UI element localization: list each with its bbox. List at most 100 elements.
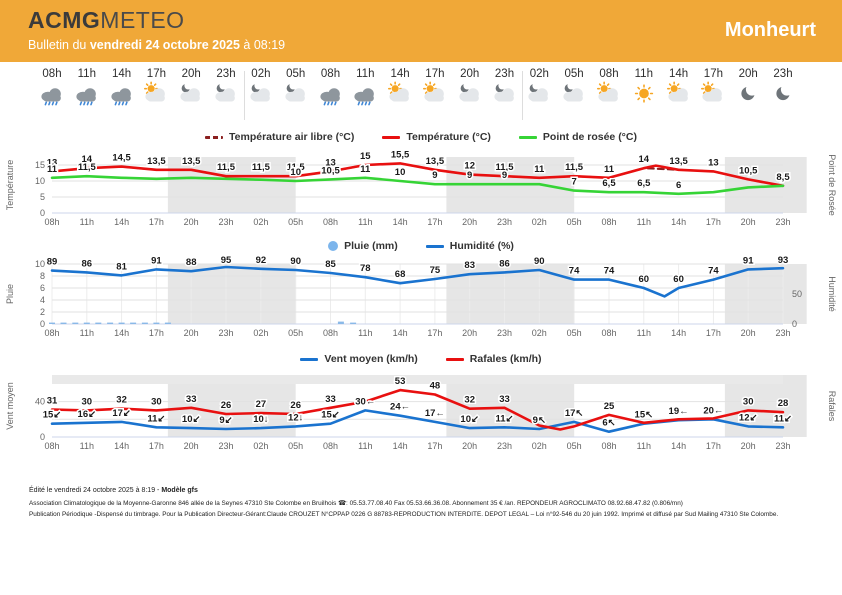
x-axis-tick: 02h bbox=[253, 217, 268, 227]
timeline-hour: 08h bbox=[599, 68, 619, 80]
legend-label: Pluie (mm) bbox=[344, 240, 398, 252]
x-axis-tick: 05h bbox=[567, 217, 582, 227]
data-label: 74 bbox=[569, 266, 580, 277]
data-label: 60 bbox=[673, 274, 684, 285]
legend-label: Humidité (%) bbox=[449, 240, 514, 252]
rain-bar bbox=[107, 322, 114, 324]
x-axis-tick: 20h bbox=[462, 328, 477, 338]
legend-label: Rafales (km/h) bbox=[469, 353, 542, 365]
rain-bar bbox=[337, 321, 344, 324]
timeline-slot: 20h bbox=[453, 68, 487, 111]
y-axis-tick: 4 bbox=[40, 295, 45, 305]
timeline-hour: 08h bbox=[42, 68, 62, 80]
rain-icon bbox=[354, 88, 375, 106]
data-label: 30← bbox=[355, 396, 375, 407]
rain-bar bbox=[83, 322, 90, 324]
timeline-hour: 17h bbox=[425, 68, 445, 80]
data-label: 12↙ bbox=[739, 412, 758, 423]
x-axis-tick: 20h bbox=[741, 217, 756, 227]
data-label: 33 bbox=[186, 394, 197, 405]
data-label: 14,5 bbox=[112, 153, 131, 164]
timeline-hour: 11h bbox=[634, 68, 653, 80]
x-axis-tick: 20h bbox=[741, 328, 756, 338]
data-label: 9 bbox=[502, 170, 507, 181]
legend-item[interactable]: Point de rosée (°C) bbox=[518, 131, 637, 143]
x-axis-tick: 14h bbox=[671, 217, 686, 227]
wind-chart-legend: Vent moyen (km/h) Rafales (km/h) bbox=[0, 351, 842, 367]
rain-bar bbox=[141, 322, 148, 324]
legend-marker-circle bbox=[328, 241, 339, 251]
timeline-hour: 05h bbox=[564, 68, 584, 80]
x-axis-tick: 14h bbox=[114, 328, 129, 338]
timeline-hour: 23h bbox=[494, 68, 515, 80]
x-axis-tick: 14h bbox=[671, 441, 686, 451]
timeline-hour: 20h bbox=[738, 68, 758, 80]
y-axis-tick: 8 bbox=[40, 271, 45, 281]
timeline-slot: 14h bbox=[105, 68, 139, 111]
data-label: 92 bbox=[256, 255, 267, 266]
legend-line bbox=[382, 135, 401, 139]
data-label: 26 bbox=[290, 400, 301, 411]
data-label: 14 bbox=[639, 154, 650, 165]
y-axis-tick: 10 bbox=[35, 176, 45, 186]
legend-item[interactable]: Vent moyen (km/h) bbox=[300, 353, 418, 365]
data-label: 10↙ bbox=[460, 414, 479, 425]
legend-item[interactable]: Pluie (mm) bbox=[328, 240, 398, 252]
series-line bbox=[50, 162, 785, 188]
legend-label: Point de rosée (°C) bbox=[542, 131, 637, 143]
footer-publication-line: Publication Périodique -Dispensé du timb… bbox=[29, 511, 779, 519]
data-label: 30 bbox=[743, 396, 754, 407]
data-label: 11,5 bbox=[78, 162, 97, 173]
timeline-hour: 05h bbox=[286, 68, 306, 80]
x-axis-tick: 14h bbox=[393, 217, 408, 227]
y-axis-title-right: Rafales bbox=[827, 391, 837, 422]
data-label: 83 bbox=[464, 260, 475, 271]
timeline-slot: 14h bbox=[662, 68, 696, 111]
data-label: 28 bbox=[778, 398, 789, 409]
data-label: 10↓ bbox=[253, 414, 268, 425]
timeline-hour: 20h bbox=[460, 68, 480, 80]
timeline-hour: 11h bbox=[356, 68, 375, 80]
data-label: 10↙ bbox=[182, 414, 201, 425]
data-label: 13,5 bbox=[426, 156, 445, 167]
y-axis-title-right: Point de Rosée bbox=[827, 154, 837, 216]
data-label: 15↙ bbox=[43, 410, 62, 421]
brand-logo: ACMGMETEO bbox=[28, 7, 185, 34]
x-axis-tick: 02h bbox=[253, 441, 268, 451]
data-label: 81 bbox=[116, 261, 127, 272]
timeline-slot: 08h bbox=[35, 68, 69, 111]
rain-bar bbox=[350, 322, 357, 324]
data-label: 91 bbox=[743, 255, 754, 266]
data-label: 75 bbox=[430, 265, 441, 276]
timeline-slot: 17h bbox=[139, 68, 173, 111]
sun-cloud-icon bbox=[666, 81, 688, 102]
legend-item[interactable]: Rafales (km/h) bbox=[445, 353, 542, 365]
timeline-slot: 02h bbox=[522, 68, 556, 111]
x-axis-tick: 11h bbox=[637, 441, 651, 451]
rain-humidity-chart-section: Pluie (mm) Humidité (%) 89 86 81 91 88 95 92 90 8… bbox=[0, 238, 842, 346]
bulletin-date-line: Bulletin du vendredi 24 octobre 2025 à 0… bbox=[28, 38, 286, 52]
timeline-hour: 11h bbox=[77, 68, 96, 80]
y-axis-tick: 5 bbox=[40, 192, 45, 202]
x-axis-tick: 20h bbox=[462, 441, 477, 451]
moon-cloud-icon bbox=[459, 82, 479, 102]
temperature-chart-section: Température air libre (°C) Température (°… bbox=[0, 129, 842, 233]
x-axis-tick: 23h bbox=[218, 217, 233, 227]
legend-item[interactable]: Température (°C) bbox=[382, 131, 491, 143]
timeline-hour: 02h bbox=[529, 68, 549, 80]
x-axis-tick: 08h bbox=[44, 217, 59, 227]
timeline-hour: 23h bbox=[216, 68, 236, 80]
data-label: 33 bbox=[499, 394, 510, 405]
legend-item[interactable]: Température air libre (°C) bbox=[205, 131, 354, 143]
legend-line bbox=[425, 244, 444, 248]
y-axis-title-left: Pluie bbox=[5, 284, 15, 304]
rain-humidity-chart-legend: Pluie (mm) Humidité (%) bbox=[0, 238, 842, 254]
series-line bbox=[50, 174, 785, 196]
x-axis-tick: 17h bbox=[427, 441, 442, 451]
data-label: 93 bbox=[778, 255, 789, 266]
data-label: 9↙ bbox=[219, 415, 232, 426]
x-axis-tick: 11h bbox=[637, 328, 651, 338]
x-axis-tick: 17h bbox=[149, 441, 164, 451]
location-title: Monheurt bbox=[724, 19, 816, 41]
legend-item[interactable]: Humidité (%) bbox=[425, 240, 514, 252]
